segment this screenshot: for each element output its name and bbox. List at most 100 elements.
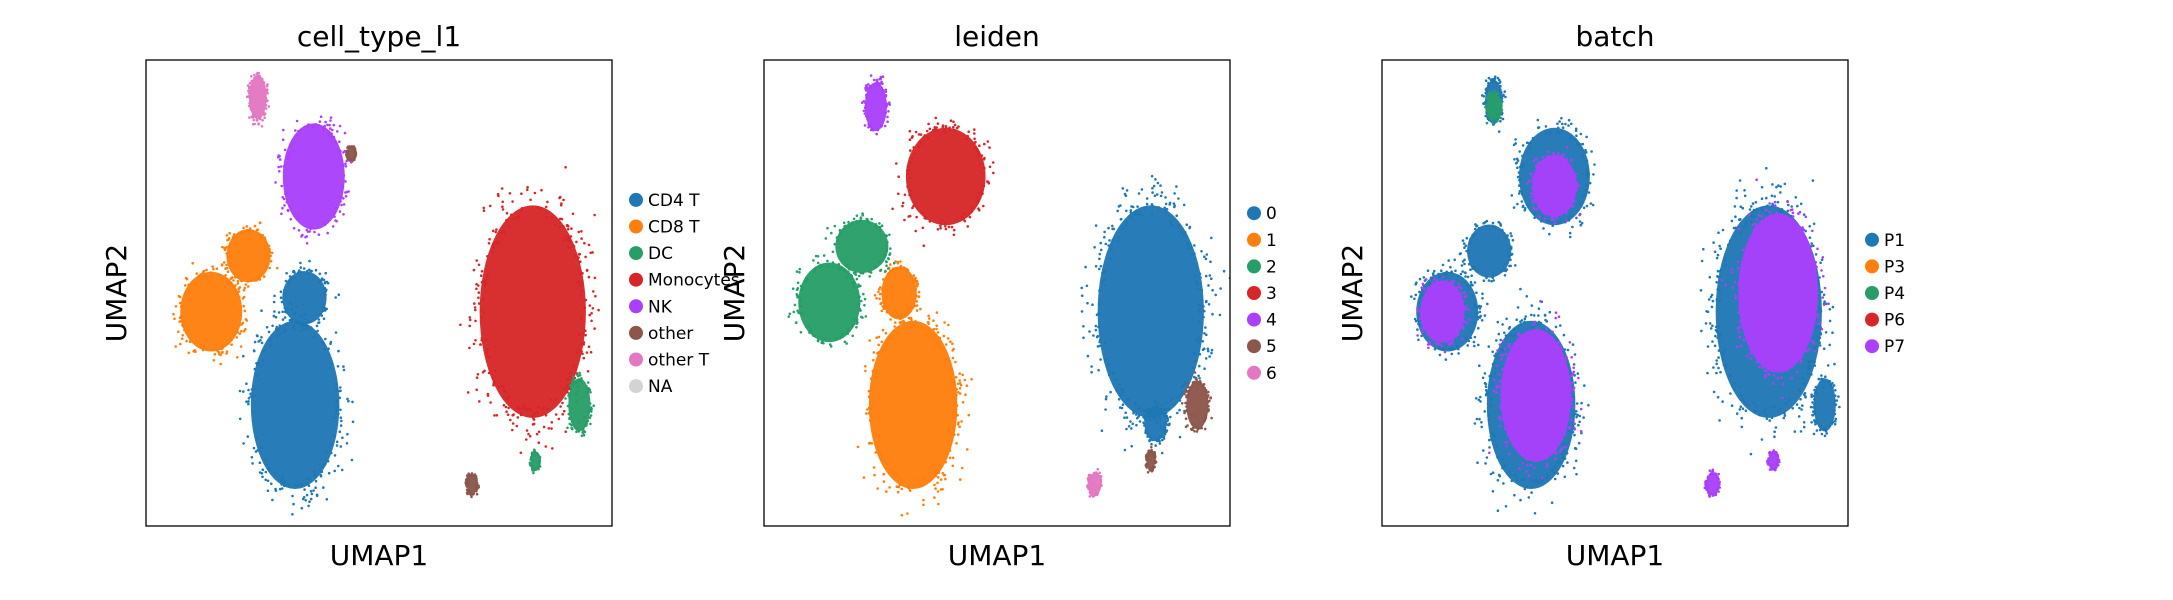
data-point	[1572, 363, 1576, 366]
data-point	[795, 321, 798, 324]
data-point	[1203, 332, 1206, 335]
data-point	[1754, 224, 1758, 227]
data-point	[1543, 217, 1546, 221]
data-point	[1563, 475, 1567, 479]
data-point	[1803, 241, 1807, 245]
data-point	[587, 345, 591, 349]
data-point	[1420, 322, 1424, 325]
data-point	[491, 229, 495, 233]
data-point	[1737, 266, 1740, 270]
data-point	[1536, 454, 1539, 458]
data-point	[1725, 366, 1728, 369]
data-point	[1772, 373, 1776, 377]
data-point	[247, 402, 250, 406]
data-point	[1838, 405, 1841, 409]
data-point	[291, 318, 295, 321]
data-point	[1515, 478, 1519, 482]
data-point	[1816, 313, 1820, 316]
data-point	[1525, 470, 1528, 474]
data-point	[1527, 496, 1531, 499]
data-point	[936, 490, 940, 493]
data-point	[1776, 463, 1780, 466]
legend-label: NK	[648, 297, 673, 317]
data-point	[1745, 222, 1748, 225]
data-point	[1579, 223, 1583, 227]
data-point	[1575, 186, 1578, 189]
data-point	[1426, 269, 1430, 273]
data-point	[1797, 212, 1800, 215]
data-point	[1801, 346, 1804, 349]
data-point	[859, 216, 863, 219]
data-point	[1135, 423, 1138, 427]
data-point	[1579, 132, 1583, 136]
data-point	[1156, 181, 1160, 185]
data-point	[246, 280, 250, 283]
data-point	[272, 314, 276, 318]
data-point	[1546, 473, 1550, 476]
data-point	[484, 281, 487, 285]
data-point	[875, 336, 878, 340]
data-point	[501, 208, 505, 211]
data-point	[238, 286, 242, 289]
data-point	[1453, 258, 1456, 262]
data-point	[935, 324, 938, 328]
data-point	[957, 391, 960, 394]
data-point	[1751, 210, 1754, 214]
data-point	[250, 456, 254, 459]
data-point	[205, 268, 208, 272]
data-point	[1525, 484, 1529, 488]
data-point	[1105, 395, 1108, 398]
data-point	[342, 174, 346, 177]
data-point	[474, 489, 477, 493]
data-point	[1812, 317, 1816, 320]
data-point	[275, 334, 279, 338]
data-point	[323, 307, 327, 310]
data-point	[1450, 352, 1454, 356]
data-point	[1208, 355, 1211, 358]
data-point	[1117, 398, 1121, 401]
data-point	[1553, 477, 1557, 481]
data-point	[572, 375, 575, 379]
data-point	[1497, 115, 1500, 118]
data-point	[942, 334, 946, 338]
data-point	[1495, 386, 1498, 390]
data-point	[949, 432, 953, 435]
data-point	[884, 105, 888, 109]
data-point	[1810, 373, 1813, 376]
data-point	[491, 377, 495, 380]
data-point	[240, 329, 243, 333]
data-point	[234, 284, 237, 287]
data-point	[320, 470, 324, 474]
data-point	[1485, 391, 1489, 394]
data-point	[1582, 155, 1585, 158]
data-point	[288, 204, 292, 208]
data-point	[1815, 286, 1818, 290]
data-point	[1556, 472, 1560, 475]
data-point	[1491, 384, 1494, 387]
data-point	[1103, 341, 1107, 345]
data-point	[289, 278, 293, 281]
data-point	[1566, 461, 1569, 464]
data-point	[1499, 224, 1503, 227]
data-point	[865, 93, 868, 97]
data-point	[1125, 427, 1128, 431]
data-point	[326, 281, 330, 285]
data-point	[1487, 345, 1491, 348]
data-point	[1757, 365, 1761, 369]
data-point	[1203, 367, 1206, 371]
data-point	[849, 274, 852, 277]
data-point	[1503, 267, 1507, 270]
data-point	[583, 306, 586, 309]
data-point	[224, 267, 227, 270]
data-point	[578, 371, 581, 375]
data-point	[1452, 280, 1456, 283]
data-point	[1103, 278, 1106, 281]
data-point	[863, 124, 867, 127]
data-point	[511, 414, 514, 417]
data-point	[1205, 253, 1209, 256]
data-point	[1545, 210, 1549, 214]
data-point	[822, 254, 826, 257]
data-point	[965, 384, 969, 388]
data-point	[251, 462, 254, 465]
data-point	[1489, 472, 1493, 476]
